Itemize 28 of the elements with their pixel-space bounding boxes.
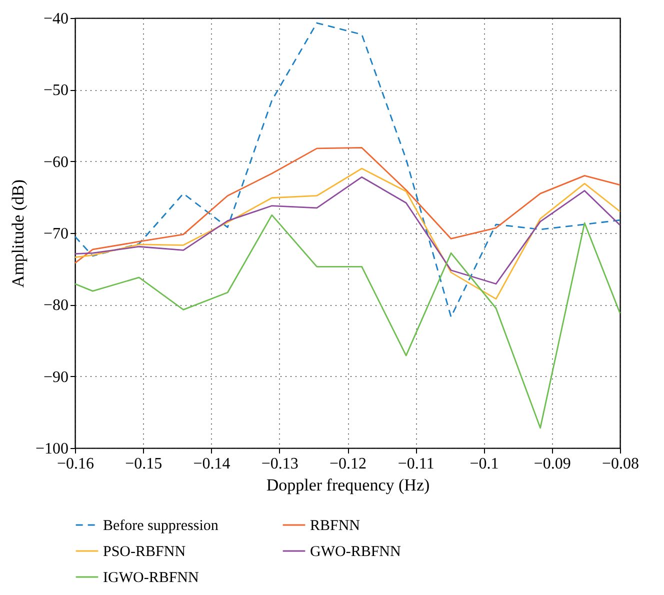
legend-label: GWO-RBFNN	[310, 544, 401, 560]
x-tick-label: −0.12	[329, 456, 367, 472]
x-tick-label: −0.13	[261, 456, 298, 472]
legend-label: RBFNN	[310, 518, 360, 534]
y-tick-label: −60	[43, 154, 68, 171]
y-tick-label: −80	[43, 297, 68, 314]
legend-label: Before suppression	[103, 518, 219, 534]
y-axis-title: Amplitude (dB)	[8, 179, 28, 288]
line-series	[74, 176, 621, 285]
line-series	[74, 168, 621, 300]
legend-label: IGWO-RBFNN	[103, 570, 199, 586]
y-tick-label: −90	[43, 368, 68, 386]
x-tick-label: −0.16	[56, 456, 94, 472]
x-axis-title: Doppler frequency (Hz)	[266, 476, 430, 494]
line-series	[74, 22, 621, 318]
x-tick-label: −0.15	[125, 456, 162, 472]
y-tick-label: −40	[43, 10, 68, 28]
y-tick-label: −70	[43, 226, 68, 242]
line-series	[74, 147, 621, 264]
line-series	[74, 214, 621, 429]
x-tick-label: −0.08	[602, 456, 640, 472]
y-tick-label: −100	[35, 440, 68, 458]
legend-label: PSO-RBFNN	[103, 544, 186, 560]
x-tick-label: −0.11	[398, 456, 434, 472]
x-tick-label: −0.14	[193, 456, 230, 472]
x-tick-label: −0.1	[470, 456, 499, 472]
x-tick-label: −0.09	[534, 456, 571, 472]
y-tick-label: −50	[43, 82, 68, 100]
